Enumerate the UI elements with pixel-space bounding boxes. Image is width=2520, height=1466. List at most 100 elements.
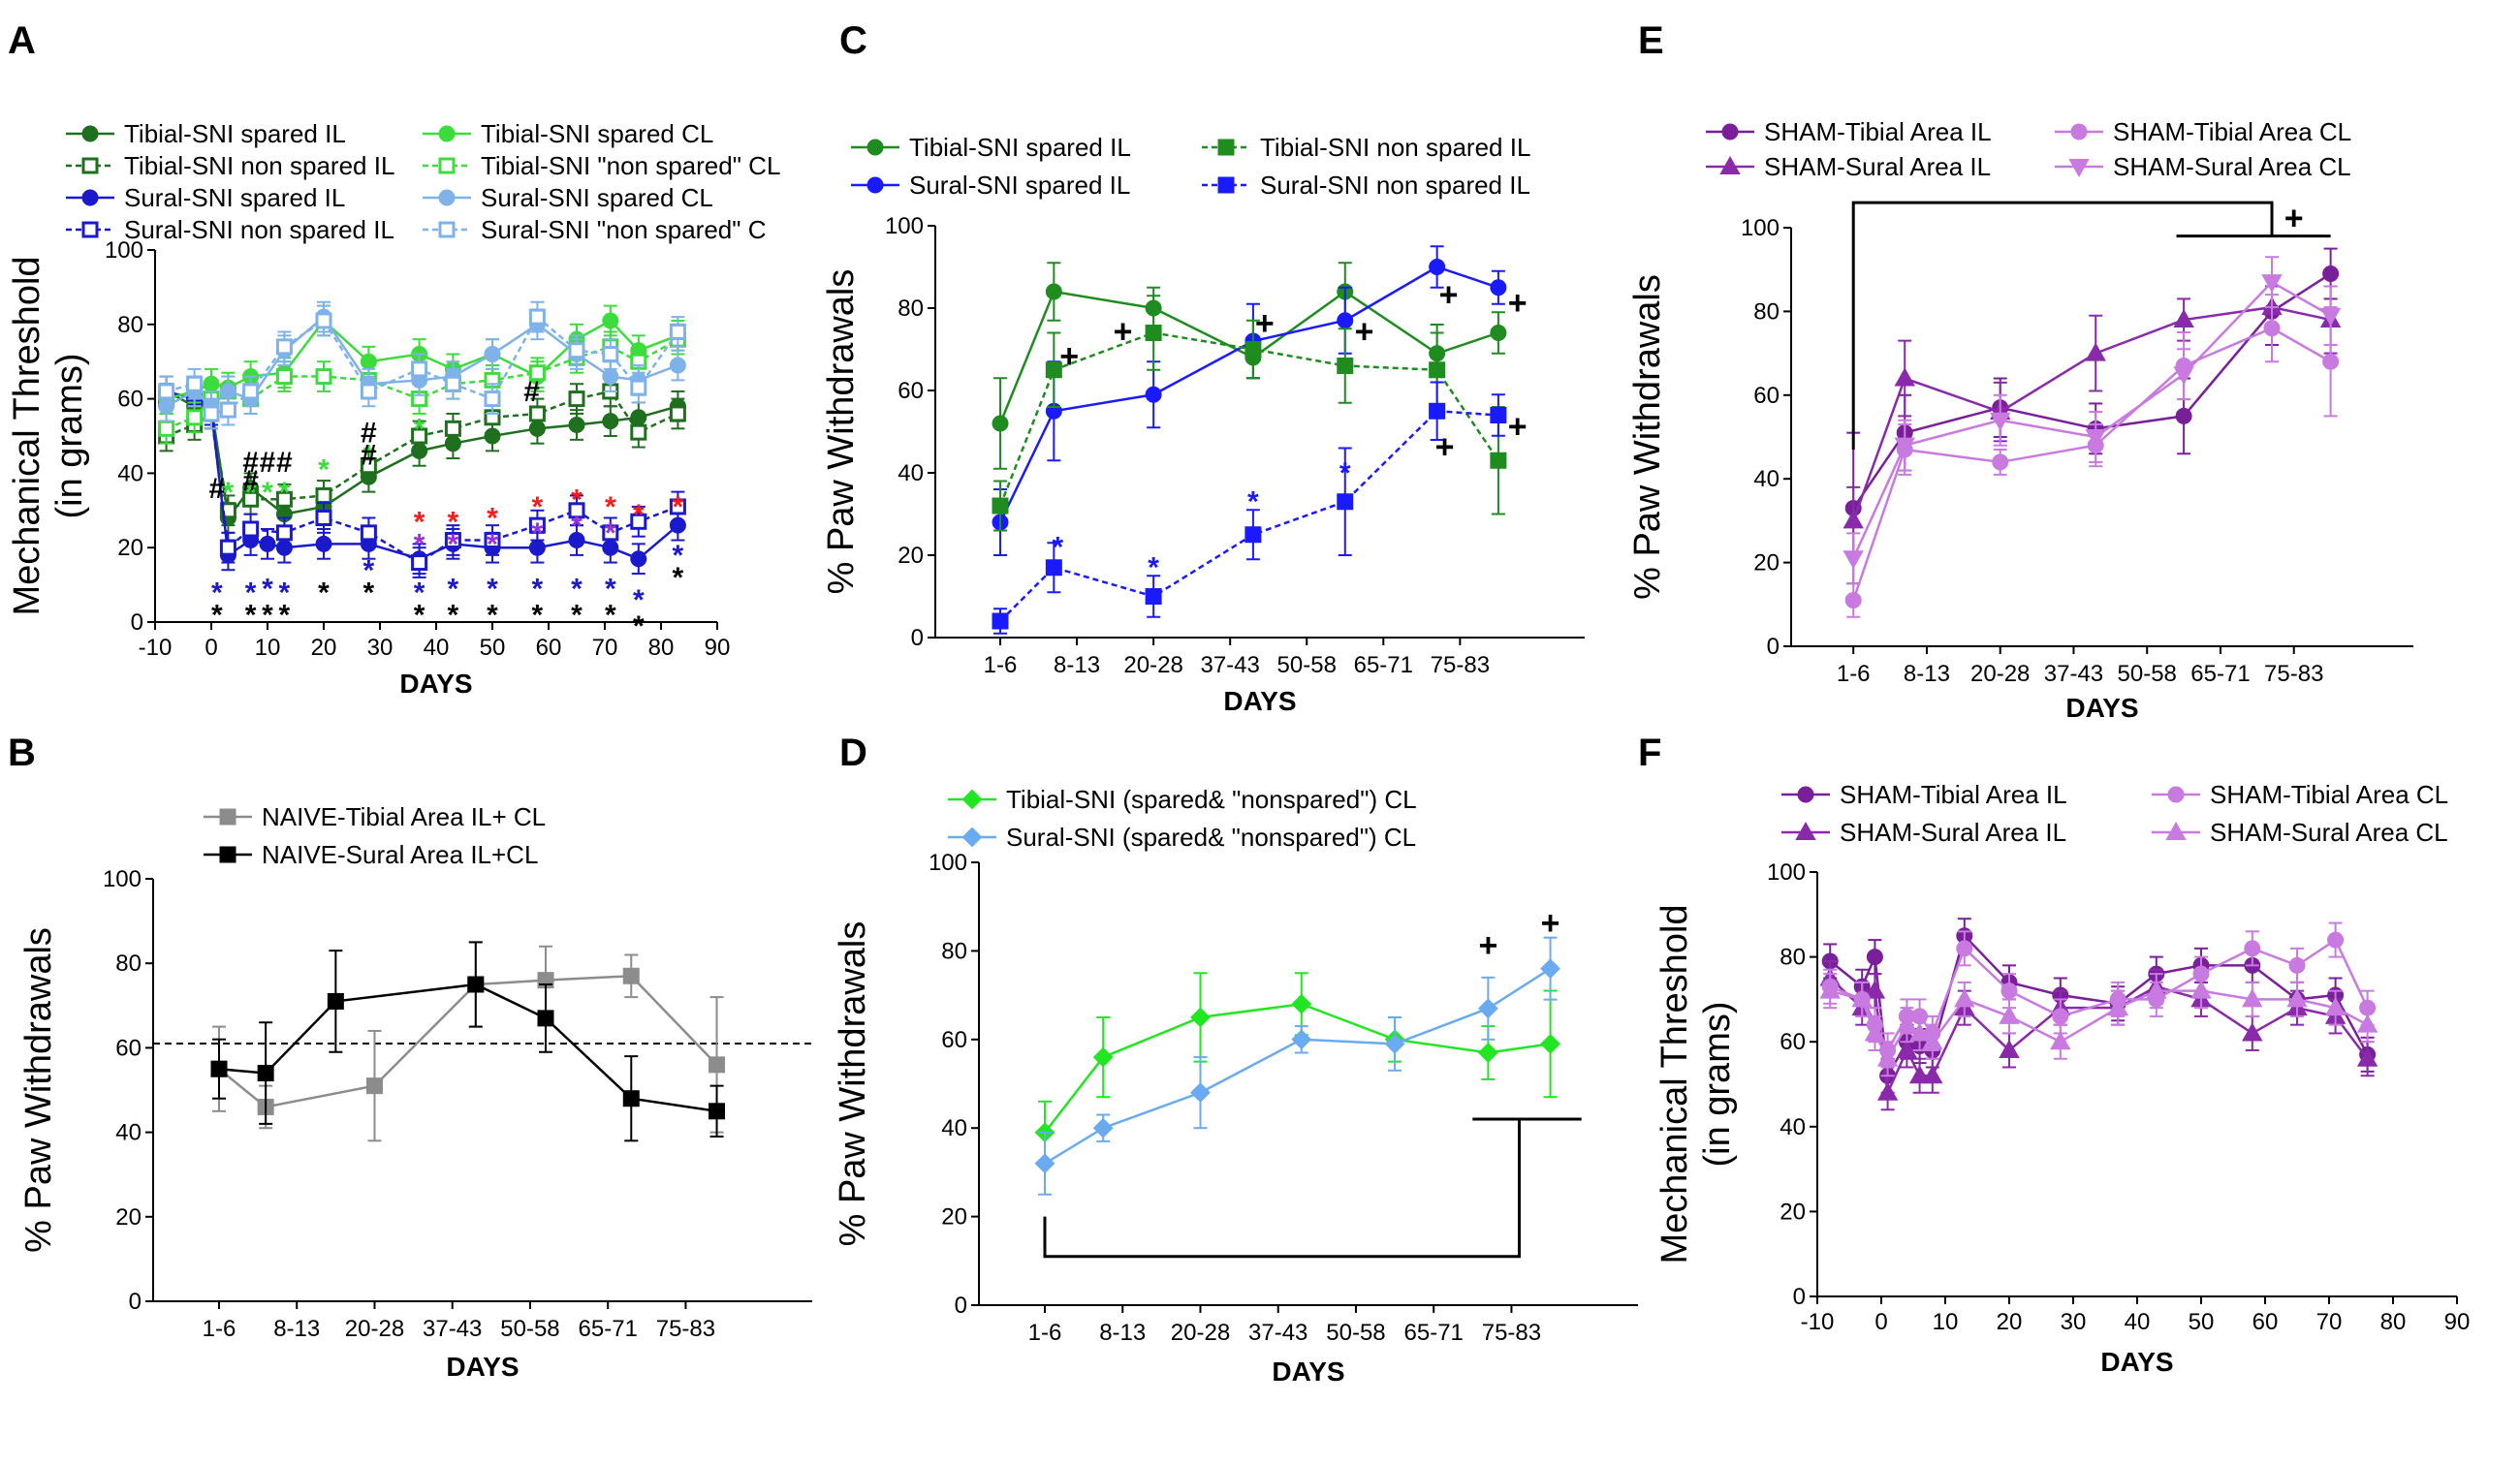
legend-marker	[2165, 821, 2187, 840]
significance-marker: *	[414, 577, 425, 608]
y-tick-label: 0	[129, 1289, 142, 1315]
x-tick-label: 8-13	[1054, 652, 1100, 678]
significance-plus: +	[1541, 905, 1560, 942]
significance-marker: *	[673, 540, 684, 572]
legend-label: SHAM-Tibial Area CL	[2210, 780, 2448, 809]
x-tick-label: 20	[311, 635, 337, 661]
series-line	[166, 390, 678, 513]
y-tick-label: 80	[115, 951, 142, 977]
data-point	[2052, 1008, 2069, 1025]
x-tick-label: 75-83	[1431, 652, 1490, 678]
significance-marker: *	[211, 599, 223, 631]
x-tick-label: 20-28	[1171, 1320, 1230, 1346]
legend-label: SHAM-Tibial Area IL	[1764, 117, 1992, 146]
data-point	[315, 535, 332, 552]
y-tick-label: 20	[115, 1204, 142, 1231]
data-point	[669, 498, 686, 515]
significance-marker: #	[242, 447, 259, 479]
data-point	[1990, 412, 2011, 431]
data-point	[1244, 341, 1262, 358]
significance-marker: #	[361, 439, 377, 471]
y-tick-label: 0	[911, 625, 924, 651]
panel-c: C 0 20 40 60 80 100 1-6 8-13 20-28 37-43 50-58 65-71…	[821, 19, 1585, 716]
legend-label: Tibial-SNI non spared IL	[124, 151, 394, 180]
y-tick-label: 0	[131, 609, 143, 636]
data-point	[568, 342, 585, 359]
data-point	[444, 532, 461, 549]
data-point	[315, 486, 332, 504]
y-tick-label: 40	[115, 1120, 142, 1146]
data-point	[1429, 402, 1446, 420]
significance-marker: #	[260, 447, 276, 479]
legend-label: Tibial-SNI (spared& "nonspared") CL	[1006, 785, 1417, 814]
data-point	[2146, 980, 2167, 999]
significance-marker: *	[262, 599, 273, 631]
data-point	[242, 383, 260, 400]
data-point	[1922, 1031, 1943, 1050]
data-point	[2050, 1031, 2071, 1050]
significance-marker: *	[448, 529, 459, 561]
data-point	[1337, 312, 1354, 329]
data-point	[219, 539, 236, 556]
data-point	[484, 346, 501, 363]
significance-marker: *	[279, 599, 291, 631]
data-point	[1896, 1039, 1918, 1058]
y-tick-label: 20	[117, 535, 143, 561]
data-point	[992, 497, 1009, 515]
legend-label: SHAM-Sural Area IL	[1764, 152, 1991, 181]
data-point	[1384, 1033, 1405, 1054]
data-point	[242, 520, 260, 538]
significance-plus: +	[1355, 314, 1374, 351]
x-tick-label: 40	[2125, 1309, 2151, 1335]
y-tick-label: 60	[115, 1035, 142, 1061]
y-axis-label: % Paw Withdrawals	[821, 269, 862, 595]
x-tick-label: 20	[1997, 1309, 2023, 1335]
data-point	[2286, 988, 2308, 1008]
series-line	[166, 319, 678, 400]
legend-marker	[2070, 123, 2088, 140]
data-point	[602, 312, 619, 329]
panel-b: B 0 20 40 60 80 100 1-6 8-13 20-28 37-43 50-58 65-71…	[8, 732, 812, 1382]
data-point	[1244, 526, 1262, 544]
x-tick-label: 10	[255, 635, 281, 661]
data-point	[1092, 1046, 1114, 1068]
data-point	[275, 338, 293, 356]
panel-letter: B	[8, 732, 36, 774]
data-point	[2324, 997, 2347, 1016]
legend-label: Sural-SNI spared IL	[909, 171, 1130, 200]
data-point	[1045, 283, 1062, 300]
data-point	[1429, 259, 1446, 275]
data-point	[411, 554, 428, 572]
data-point	[1429, 361, 1446, 379]
data-point	[275, 368, 293, 386]
data-point	[528, 405, 546, 422]
y-tick-label: 100	[105, 237, 143, 264]
y-tick-label: 80	[117, 312, 143, 338]
series-line	[166, 390, 678, 565]
significance-marker: *	[414, 599, 425, 631]
significance-marker: *	[605, 599, 616, 631]
data-point	[1045, 361, 1062, 379]
significance-marker: *	[487, 574, 498, 606]
y-axis-label: % Paw Withdrawals	[1627, 274, 1668, 600]
x-tick-label: 37-43	[1248, 1320, 1307, 1346]
x-tick-label: 1-6	[203, 1316, 236, 1342]
legend-marker	[2068, 159, 2090, 178]
x-tick-label: 37-43	[2044, 661, 2103, 687]
data-point	[2175, 407, 2192, 424]
y-axis-label-line: Mechanical Threshold	[1654, 904, 1695, 1263]
significance-marker: *	[487, 529, 498, 561]
data-point	[1908, 1022, 1931, 1042]
x-tick-label: 20-28	[1970, 661, 2030, 687]
data-point	[602, 368, 619, 386]
legend-label: Sural-SNI non spared IL	[1260, 171, 1530, 200]
y-tick-label: 100	[103, 866, 142, 892]
legend-label: Tibial-SNI spared CL	[481, 119, 713, 148]
significance-marker: *	[605, 574, 616, 606]
x-tick-label: 70	[2316, 1309, 2343, 1335]
data-point	[411, 427, 428, 445]
x-tick-label: 80	[2380, 1309, 2407, 1335]
data-point	[528, 364, 546, 382]
x-tick-label: 0	[1874, 1309, 1887, 1335]
